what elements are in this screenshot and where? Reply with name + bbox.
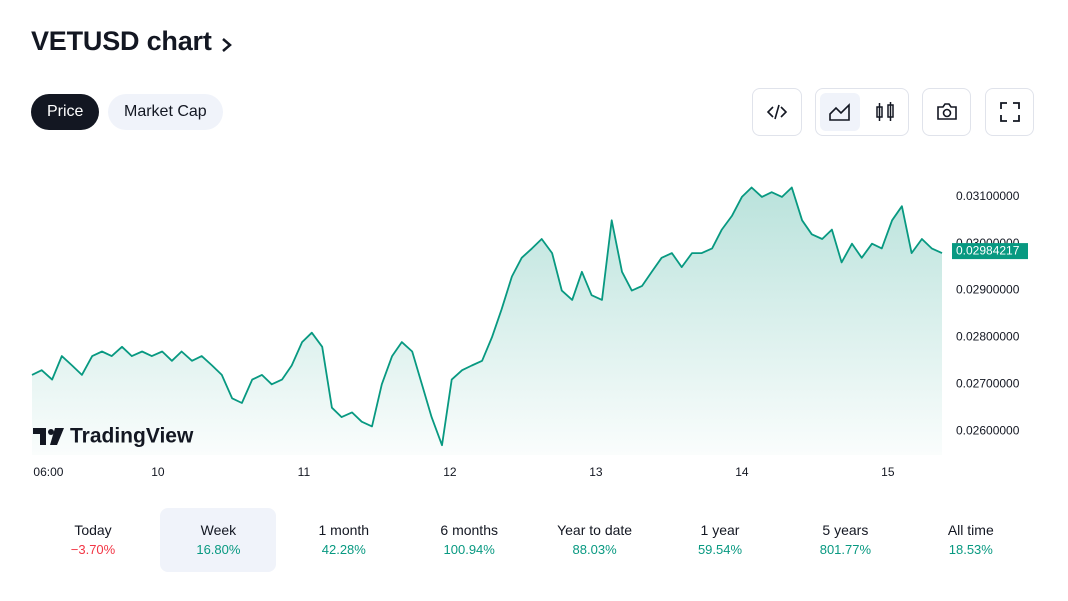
period-change: 16.80% <box>196 542 241 557</box>
period-button[interactable]: 1 month 42.28% <box>286 508 402 572</box>
period-change: 88.03% <box>572 542 617 557</box>
chart: 0.02600000 0.02700000 0.02800000 0.02900000… <box>31 186 1028 479</box>
tab[interactable]: Price <box>31 94 100 130</box>
period-label: 1 year <box>700 522 740 538</box>
embed-button[interactable] <box>752 88 802 136</box>
x-tick-label: 15 <box>881 465 895 479</box>
period-change: 42.28% <box>321 542 366 557</box>
period-change: −3.70% <box>70 542 116 557</box>
period-label: Today <box>74 522 112 538</box>
last-price-label: 0.02984217 <box>956 243 1020 257</box>
y-tick-label: 0.02600000 <box>956 423 1020 437</box>
period-label: Week <box>200 522 237 538</box>
period-label: Year to date <box>557 522 633 538</box>
watermark: TradingView <box>70 425 194 448</box>
period-button[interactable]: 1 year 59.54% <box>662 508 778 572</box>
period-change: 18.53% <box>948 542 993 557</box>
page-title: VETUSD chart <box>31 26 212 56</box>
period-button[interactable]: All time 18.53% <box>913 508 1029 572</box>
period-button[interactable]: 5 years 801.77% <box>787 508 903 572</box>
x-tick-label: 14 <box>735 465 749 479</box>
fullscreen-button[interactable] <box>985 88 1034 136</box>
snapshot-button[interactable] <box>922 88 971 136</box>
x-tick-label: 12 <box>443 465 457 479</box>
period-change: 801.77% <box>819 542 872 557</box>
y-tick-label: 0.02700000 <box>956 376 1020 390</box>
period-button[interactable]: Year to date 88.03% <box>537 508 653 572</box>
period-button[interactable]: 6 months 100.94% <box>411 508 527 572</box>
price-area <box>32 187 942 455</box>
period-button[interactable]: Week 16.80% <box>160 508 277 572</box>
last-price-marker <box>952 243 1028 260</box>
x-tick-label: 13 <box>589 465 603 479</box>
period-button[interactable]: Today −3.70% <box>35 508 151 572</box>
price-line <box>31 186 943 447</box>
tab[interactable]: Market Cap <box>108 94 223 130</box>
period-label: 5 years <box>822 522 869 538</box>
y-tick-label: 0.03100000 <box>956 189 1020 203</box>
period-label: All time <box>947 522 994 538</box>
candle-style-button[interactable] <box>873 100 897 124</box>
tradingview-logo <box>33 428 64 445</box>
period-change: 100.94% <box>443 542 495 557</box>
chevron-icon[interactable] <box>220 36 234 54</box>
period-label: 6 months <box>440 522 498 538</box>
x-tick-label: 06:00 <box>33 465 63 479</box>
y-tick-label: 0.02800000 <box>956 330 1020 344</box>
y-tick-label: 0.02900000 <box>956 283 1020 297</box>
x-tick-label: 10 <box>151 465 165 479</box>
period-label: 1 month <box>318 522 370 538</box>
chart-style-group <box>815 88 909 136</box>
area-style-button[interactable] <box>820 93 860 131</box>
period-change: 59.54% <box>697 542 743 557</box>
x-tick-label: 11 <box>298 465 311 479</box>
